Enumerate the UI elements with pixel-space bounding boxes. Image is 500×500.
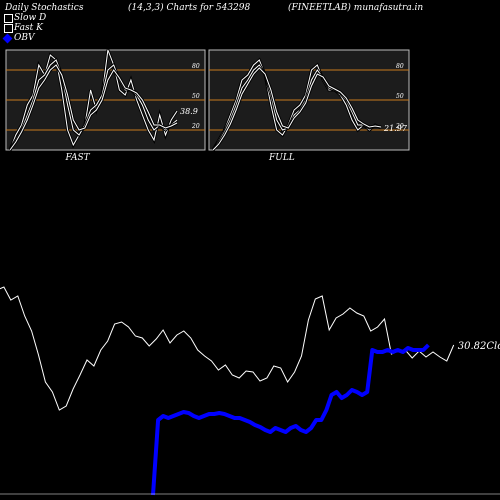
legend-label-obv: OBV (14, 33, 35, 43)
legend-swatch-fast-k (4, 24, 13, 33)
fast-series-2-line (9, 64, 178, 151)
header-source: (FINEETLAB) munafasutra.in (288, 3, 424, 13)
full-y-tick-label: 50 (396, 93, 404, 100)
fast-series-1-line (9, 59, 178, 151)
fast-series-0-line (9, 49, 178, 151)
obv-line (151, 343, 430, 496)
full-y-tick-label: 80 (396, 63, 404, 70)
legend-label-fast-k: Fast K (14, 23, 43, 33)
close-value-label: 30.82Close (458, 341, 500, 352)
fast-y-tick-label: 20 (191, 123, 200, 130)
full-y-tick-label: 20 (395, 123, 404, 130)
close-price-line (0, 286, 455, 411)
full-series-1-line (212, 64, 382, 151)
legend-label-slow-d: Slow D (14, 13, 47, 23)
fast-panel-title: FAST (65, 153, 91, 163)
fast-last-value-label: 38.9 (180, 107, 198, 116)
header-title: Daily Stochastics (5, 3, 84, 13)
full-series-2-line (212, 67, 382, 151)
full-last-value-label: 21.97 (383, 124, 408, 133)
header-parameters: (14,3,3) Charts for 543298 (128, 3, 251, 13)
fast-y-tick-label: 50 (192, 93, 200, 100)
full-panel-title: FULL (268, 153, 295, 163)
fast-y-tick-label: 80 (192, 63, 200, 70)
full-series-0-line (212, 59, 382, 151)
legend-swatch-slow-d (4, 14, 13, 23)
